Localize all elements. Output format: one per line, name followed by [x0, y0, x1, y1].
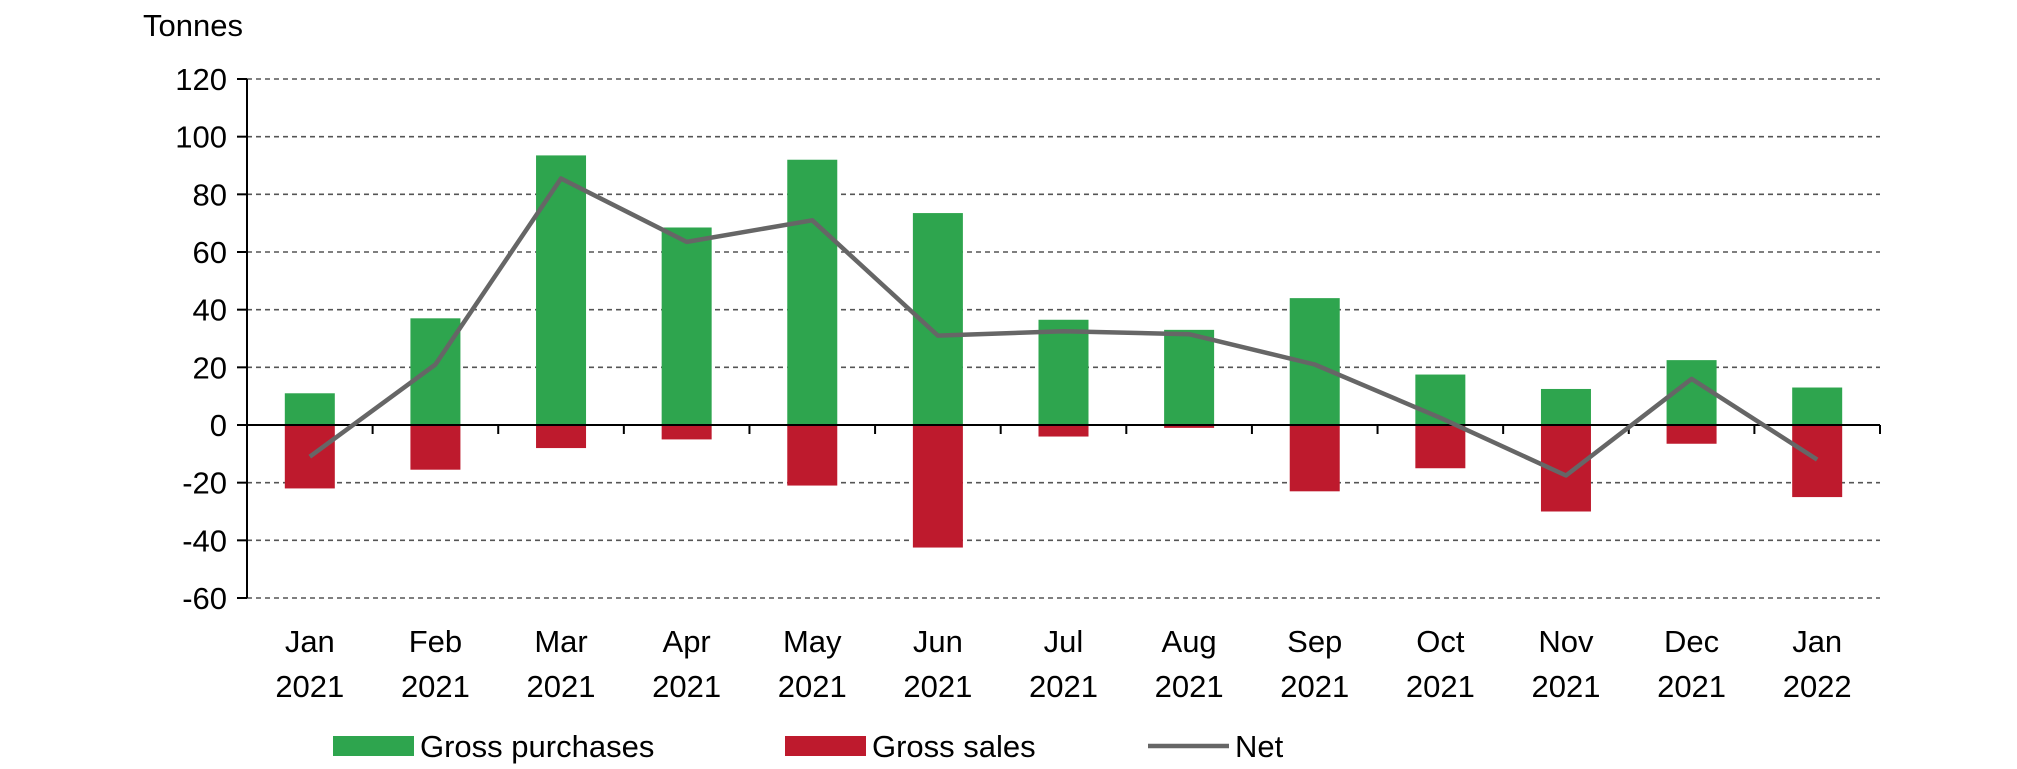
x-tick-label-year: 2021: [1029, 669, 1098, 704]
sales-bar: [661, 425, 712, 440]
sales-bar: [912, 425, 963, 548]
x-tick-label-year: 2021: [1155, 669, 1224, 704]
x-tick-label-year: 2022: [1783, 669, 1852, 704]
purchase-bar: [1792, 387, 1843, 425]
x-tick-label-year: 2021: [652, 669, 721, 704]
sales-bar: [1792, 425, 1843, 498]
sales-bar: [1289, 425, 1340, 492]
sales-bar: [1164, 425, 1215, 428]
y-tick-label: -40: [182, 523, 227, 558]
x-tick-label-year: 2021: [1657, 669, 1726, 704]
sales-bar: [536, 425, 587, 449]
x-tick-label-year: 2021: [1531, 669, 1600, 704]
sales-bar: [284, 425, 335, 489]
y-tick-label: 40: [193, 293, 227, 328]
purchase-bar: [410, 318, 461, 425]
sales-bar: [410, 425, 461, 470]
bars-group: [284, 155, 1843, 548]
sales-bar: [1415, 425, 1466, 469]
y-tick-label: -60: [182, 581, 227, 616]
y-tick-label: 0: [210, 408, 227, 443]
x-tick-label-year: 2021: [903, 669, 972, 704]
x-tick-labels: Jan 2021 Feb 2021 Mar 2021 Apr 2021 May 2021 Jun 20…: [275, 624, 1851, 704]
x-tick-label-month: Mar: [534, 624, 587, 659]
legend-label: Net: [1235, 729, 1284, 764]
x-tick-label-month: Dec: [1664, 624, 1719, 659]
x-tick-label-year: 2021: [401, 669, 470, 704]
axes-group: [237, 78, 1881, 599]
x-tick-label-year: 2021: [1406, 669, 1475, 704]
legend-swatch: [785, 736, 866, 756]
x-tick-label-year: 2021: [527, 669, 596, 704]
x-tick-label-month: Sep: [1287, 624, 1342, 659]
y-tick-label: 100: [175, 120, 227, 155]
legend-label: Gross sales: [872, 729, 1036, 764]
x-tick-label-month: May: [783, 624, 842, 659]
y-tick-labels: 120 100 80 60 40 20 0 -20 -40 -60: [175, 62, 227, 616]
x-tick-label-month: Apr: [663, 624, 711, 659]
purchase-bar: [1540, 388, 1591, 425]
purchase-bar: [1038, 319, 1089, 425]
gridlines: [247, 78, 1880, 599]
y-tick-label: -20: [182, 466, 227, 501]
sales-bar: [787, 425, 838, 486]
x-tick-label-year: 2021: [778, 669, 847, 704]
purchase-bar: [1164, 329, 1215, 425]
x-tick-label-year: 2021: [275, 669, 344, 704]
y-tick-label: 80: [193, 177, 227, 212]
x-tick-label-month: Aug: [1162, 624, 1217, 659]
x-tick-label-month: Jan: [285, 624, 335, 659]
net-line-group: [308, 176, 1819, 478]
x-tick-label-month: Nov: [1538, 624, 1594, 659]
legend: Gross purchases Gross sales Net: [333, 729, 1284, 764]
net-line: [308, 176, 1819, 478]
sales-bar: [1666, 425, 1717, 444]
legend-swatch: [333, 736, 414, 756]
y-tick-label: 120: [175, 62, 227, 97]
legend-label: Gross purchases: [420, 729, 654, 764]
y-tick-label: 20: [193, 350, 227, 385]
x-tick-label-year: 2021: [1280, 669, 1349, 704]
y-axis-unit-label: Tonnes: [143, 8, 243, 43]
purchase-bar: [787, 159, 838, 425]
x-tick-label-month: Oct: [1416, 624, 1465, 659]
y-tick-label: 60: [193, 235, 227, 270]
purchase-bar: [536, 155, 587, 426]
x-tick-label-month: Feb: [409, 624, 462, 659]
purchase-bar: [661, 227, 712, 425]
sales-bar: [1038, 425, 1089, 437]
x-tick-label-month: Jan: [1792, 624, 1842, 659]
x-tick-label-month: Jul: [1044, 624, 1084, 659]
x-tick-label-month: Jun: [913, 624, 963, 659]
purchase-bar: [284, 393, 335, 425]
